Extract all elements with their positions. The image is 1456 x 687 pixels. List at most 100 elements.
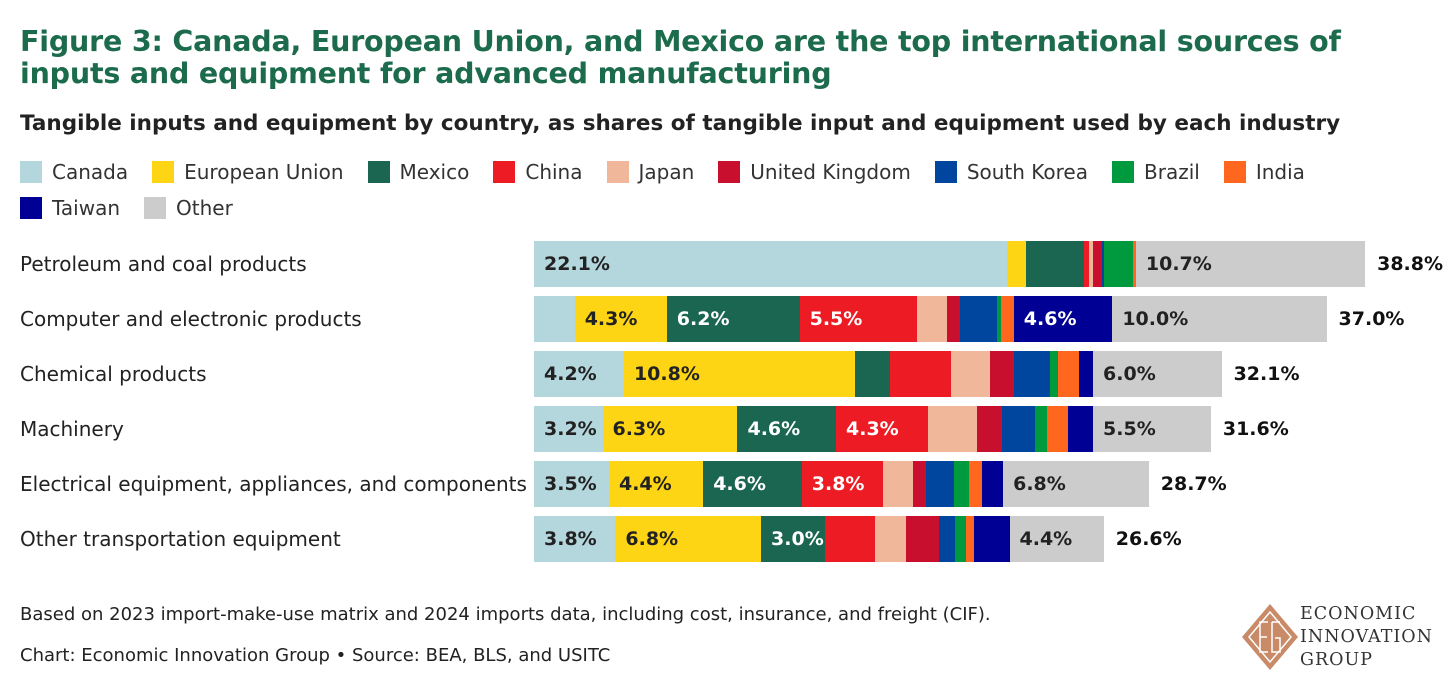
bar-segment-canada: 22.1%	[534, 241, 1008, 287]
bar-segment-japan	[883, 461, 914, 507]
logo-text: ECONOMIC INNOVATION GROUP	[1300, 603, 1433, 672]
legend-label: Canada	[52, 160, 129, 184]
bar-segment-canada: 3.2%	[534, 406, 603, 452]
bar-segment-european-union: 10.8%	[623, 351, 856, 397]
bar-segment-india	[965, 516, 976, 562]
bar-segment-brazil	[1103, 241, 1133, 287]
legend-label: Taiwan	[52, 196, 121, 220]
bar-segment-taiwan	[981, 461, 1004, 507]
category-label: Electrical equipment, appliances, and co…	[20, 472, 527, 496]
bar-segment-mexico: 4.6%	[737, 406, 837, 452]
source-note: Chart: Economic Innovation Group • Sourc…	[20, 645, 611, 666]
bar-segment-taiwan	[1068, 406, 1094, 452]
bar-segment-south-korea	[938, 516, 955, 562]
legend-swatch	[20, 197, 42, 219]
bar-segment-canada: 4.2%	[534, 351, 624, 397]
legend-swatch	[152, 161, 175, 183]
bar-segment-mexico: 6.2%	[666, 296, 800, 342]
legend-swatch	[606, 161, 629, 183]
bar-segment-canada: 3.8%	[534, 516, 616, 562]
legend-swatch	[934, 161, 957, 183]
legend-label: European Union	[184, 160, 344, 184]
bar-segment-south-korea	[925, 461, 954, 507]
total-label: 26.6%	[1115, 528, 1182, 550]
bar-segment-mexico	[855, 351, 890, 397]
bar-segment-european-union: 4.4%	[608, 461, 704, 507]
legend-swatch	[367, 161, 390, 183]
bar-segment-south-korea	[1013, 351, 1051, 397]
total-label: 37.0%	[1338, 308, 1405, 330]
legend-item-other: Other	[144, 196, 233, 220]
bar-segment-china: 3.8%	[801, 461, 884, 507]
legend-item-brazil: Brazil	[1112, 160, 1200, 184]
bar-segment-other: 6.8%	[1003, 461, 1149, 507]
legend-item-mexico: Mexico	[367, 160, 469, 184]
legend-label: China	[525, 160, 583, 184]
bar-segment-canada: 3.5%	[534, 461, 609, 507]
legend-item-european-union: European Union	[152, 160, 344, 184]
category-label: Computer and electronic products	[20, 307, 362, 331]
category-label: Other transportation equipment	[20, 527, 341, 551]
bar-segment-other: 10.7%	[1135, 241, 1366, 287]
bar-segment-india	[1057, 351, 1080, 397]
bar-segment-united-kingdom	[905, 516, 939, 562]
legend-item-taiwan: Taiwan	[20, 196, 120, 220]
bar-segment-china: 4.3%	[836, 406, 929, 452]
bar-segment-taiwan	[1079, 351, 1094, 397]
bar-segment-taiwan	[974, 516, 1010, 562]
bar-segment-european-union: 6.3%	[602, 406, 738, 452]
category-label: Petroleum and coal products	[20, 252, 307, 276]
legend-label: Other	[176, 196, 233, 220]
bar-segment-brazil	[1050, 351, 1061, 397]
legend-swatch	[1112, 161, 1134, 183]
logo-line-2: INNOVATION	[1300, 627, 1433, 647]
bar-segment-china	[889, 351, 951, 397]
bar-segment-japan	[928, 406, 978, 452]
total-label: 31.6%	[1222, 418, 1289, 440]
bar-segment-japan	[874, 516, 906, 562]
legend-swatch	[493, 161, 516, 183]
total-label: 28.7%	[1160, 473, 1227, 495]
bar-segment-india	[1000, 296, 1014, 342]
legend-item-united-kingdom: United Kingdom	[718, 160, 911, 184]
legend-label: Brazil	[1144, 160, 1200, 184]
legend-item-south-korea: South Korea	[934, 160, 1088, 184]
bar-segment-mexico	[1025, 241, 1085, 287]
bar-segment-japan	[917, 296, 948, 342]
legend-item-india: India	[1223, 160, 1305, 184]
bar-segment-india	[968, 461, 982, 507]
eig-logo-icon	[1242, 604, 1298, 670]
legend-swatch	[718, 161, 741, 183]
bar-segment-canada	[534, 296, 575, 342]
total-label: 32.1%	[1233, 363, 1300, 385]
legend-label: South Korea	[966, 160, 1088, 184]
bar-segment-south-korea	[1002, 406, 1036, 452]
bar-segment-united-kingdom	[990, 351, 1014, 397]
bar-segment-mexico: 4.6%	[703, 461, 802, 507]
bar-segment-other: 5.5%	[1093, 406, 1211, 452]
legend-swatch	[144, 197, 167, 219]
bar-segment-other: 4.4%	[1009, 516, 1104, 562]
footnote: Based on 2023 import-make-use matrix and…	[20, 604, 991, 625]
chart-subtitle: Tangible inputs and equipment by country…	[20, 111, 1341, 136]
bar-segment-other: 6.0%	[1093, 351, 1222, 397]
legend-label: United Kingdom	[750, 160, 911, 184]
category-label: Chemical products	[20, 362, 207, 386]
bar-segment-taiwan: 4.6%	[1013, 296, 1113, 342]
bar-segment-european-union	[1007, 241, 1026, 287]
chart-title: Figure 3: Canada, European Union, and Me…	[20, 25, 1341, 90]
bar-segment-mexico: 3.0%	[761, 516, 826, 562]
logo-line-1: ECONOMIC	[1300, 604, 1417, 624]
bar-segment-china: 5.5%	[799, 296, 918, 342]
bar-segment-united-kingdom	[913, 461, 926, 507]
bar-segment-european-union: 4.3%	[574, 296, 667, 342]
logo-line-3: GROUP	[1300, 650, 1374, 670]
bar-segment-japan	[950, 351, 991, 397]
bar-segment-brazil	[954, 516, 966, 562]
bar-segment-china	[825, 516, 875, 562]
legend-label: Japan	[638, 160, 695, 184]
bar-segment-united-kingdom	[1093, 241, 1104, 287]
bar-segment-india	[1047, 406, 1069, 452]
total-label: 38.8%	[1377, 253, 1444, 275]
